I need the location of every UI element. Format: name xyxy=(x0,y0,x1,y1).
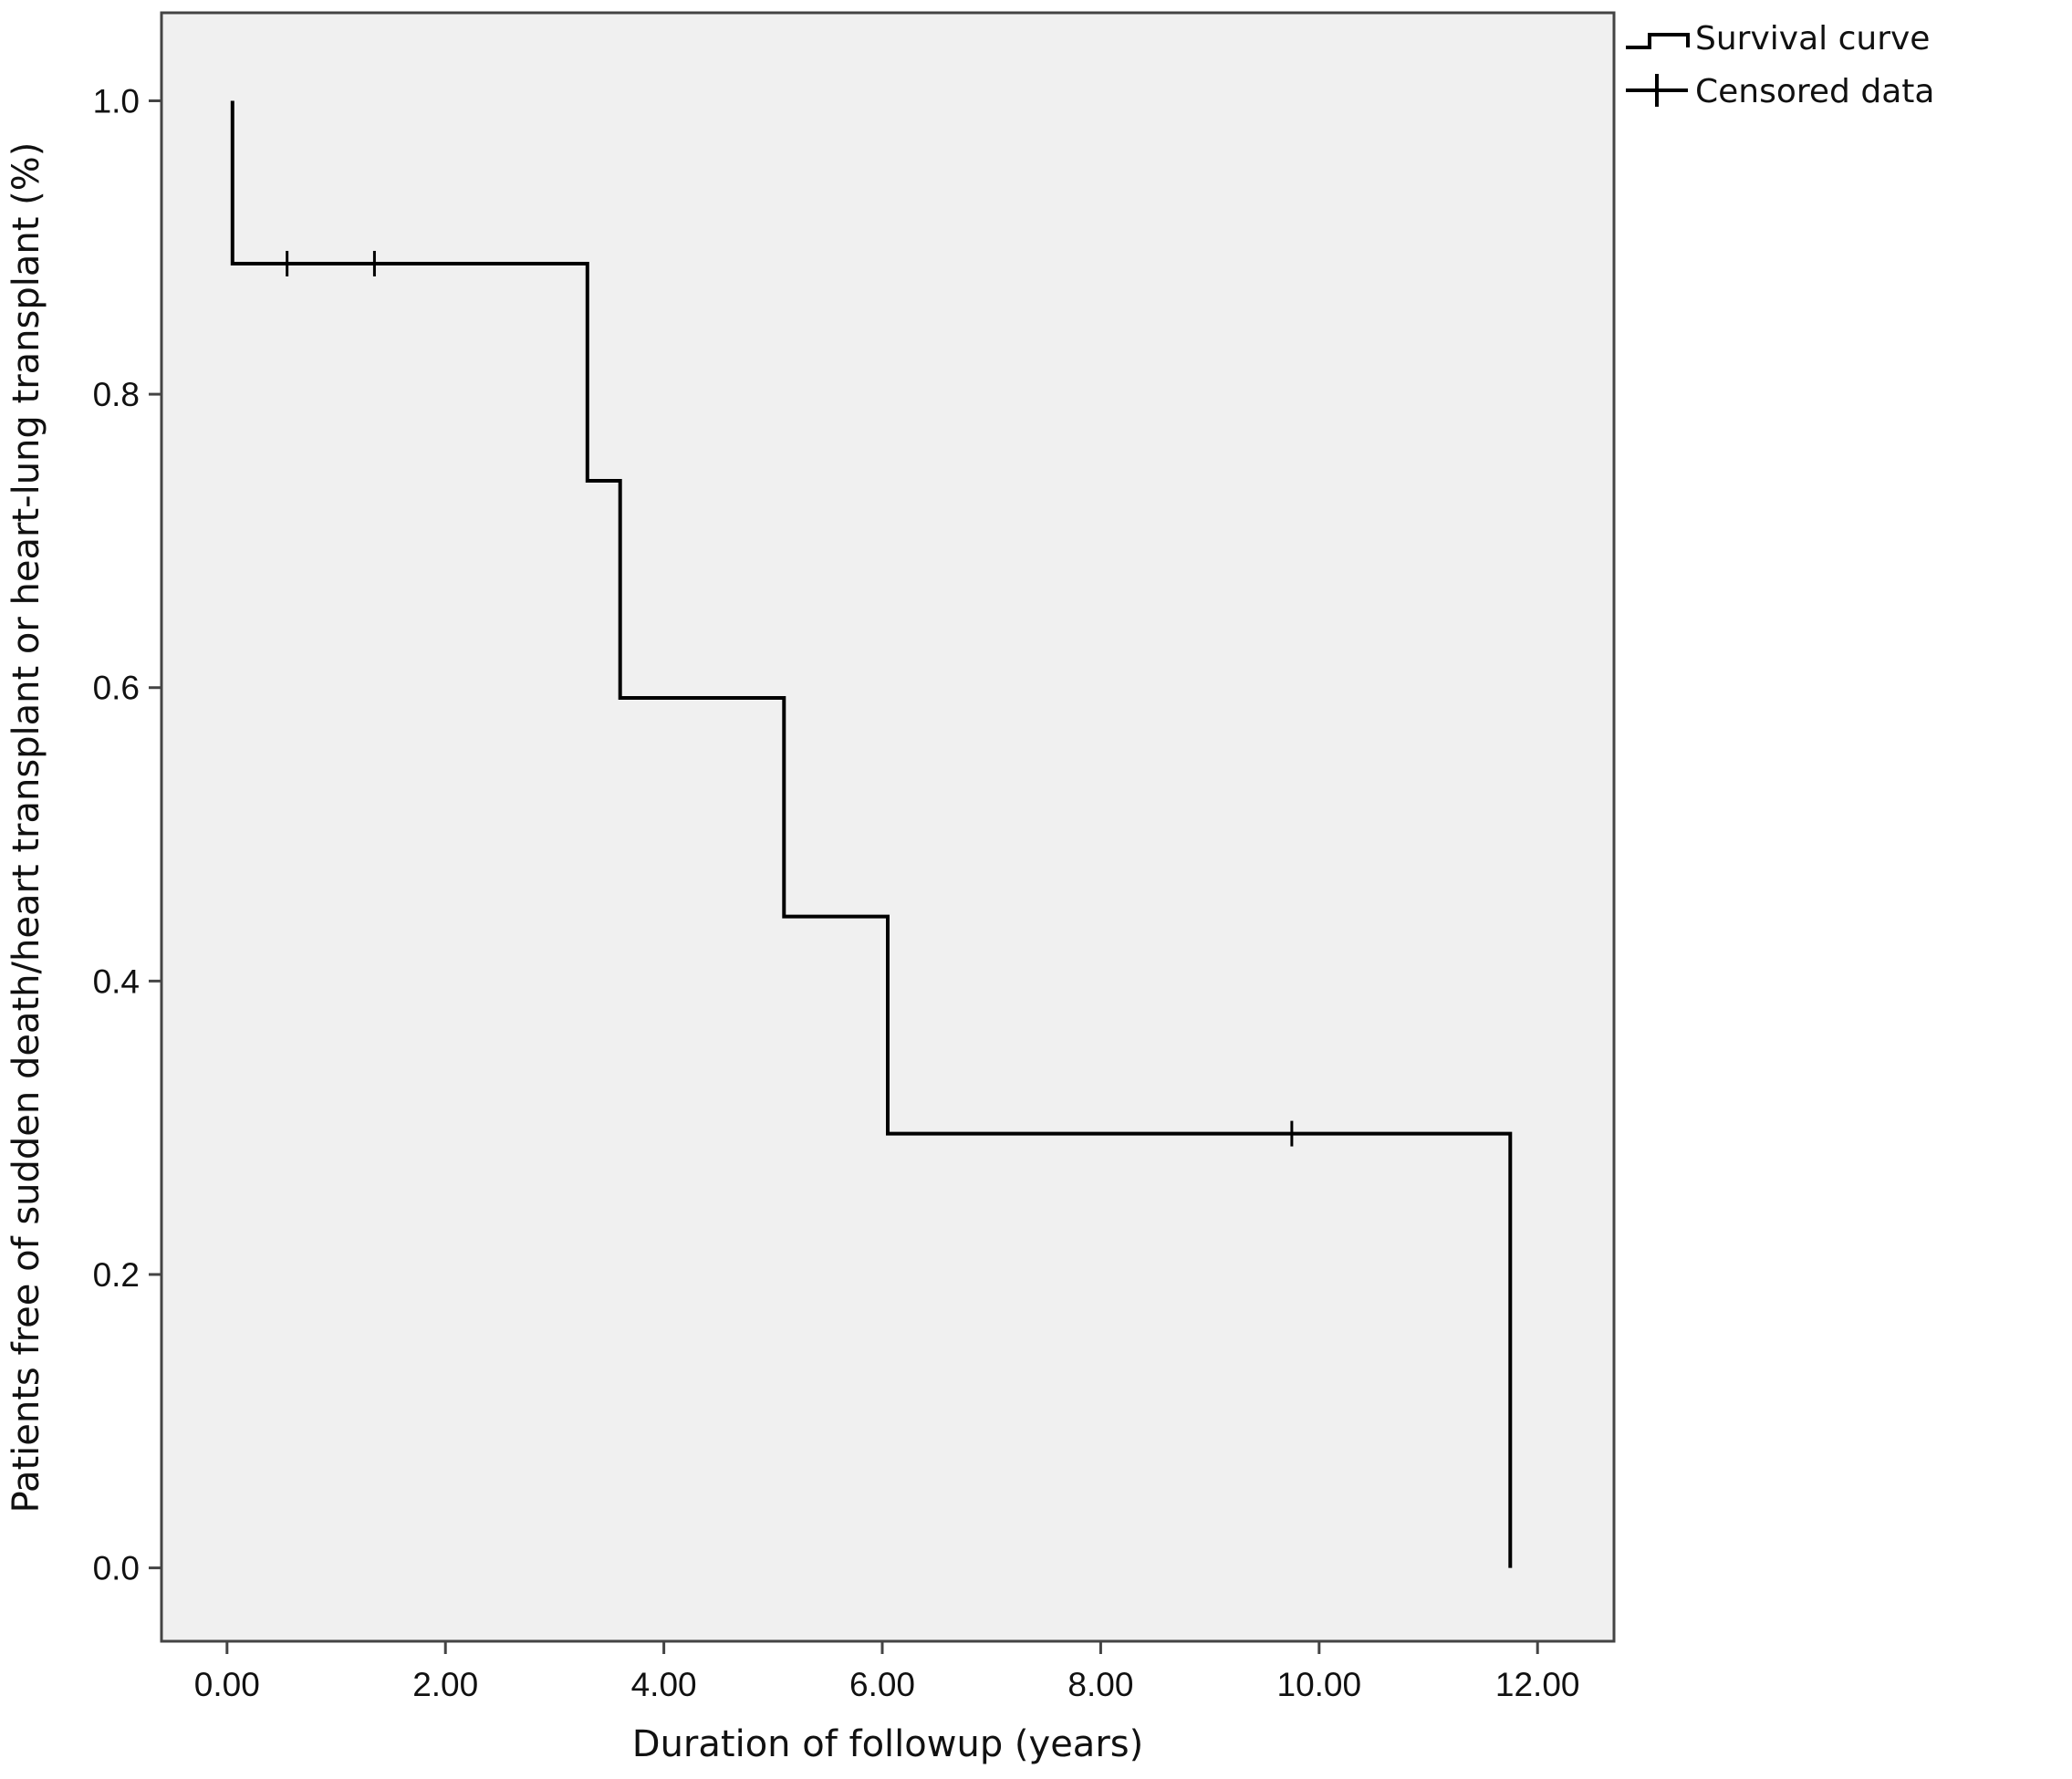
legend: Survival curve Censored data xyxy=(1626,20,1934,110)
survival-curve xyxy=(230,100,1513,1568)
x-tick-label: 2.00 xyxy=(412,1666,478,1703)
legend-label-censored-data: Censored data xyxy=(1695,73,1934,110)
x-tick-label: 0.00 xyxy=(194,1666,260,1703)
x-tick-label: 6.00 xyxy=(849,1666,915,1703)
y-tick-label: 1.0 xyxy=(93,82,140,120)
legend-item-survival-curve: Survival curve xyxy=(1626,20,1930,57)
x-tick-label: 10.00 xyxy=(1277,1666,1362,1703)
y-tick-label: 0.4 xyxy=(93,962,140,1000)
y-tick-label: 0.8 xyxy=(93,376,140,413)
x-tick-label: 8.00 xyxy=(1067,1666,1133,1703)
x-tick-label: 4.00 xyxy=(631,1666,697,1703)
plot-background xyxy=(160,11,1616,1643)
legend-censor-swatch xyxy=(1626,74,1688,107)
x-axis-title: Duration of followup (years) xyxy=(632,1723,1143,1765)
y-axis: 0.0 0.2 0.4 0.6 0.8 1.0 xyxy=(93,82,161,1587)
y-tick-label: 0.2 xyxy=(93,1256,140,1294)
legend-survival-swatch xyxy=(1626,33,1690,49)
y-axis-title: Patients free of sudden death/heart tran… xyxy=(5,142,47,1514)
y-tick-label: 0.0 xyxy=(93,1550,140,1587)
x-axis: 0.00 2.00 4.00 6.00 8.00 10.00 12.00 xyxy=(194,1641,1580,1703)
series-layer xyxy=(230,100,1513,1568)
y-tick-label: 0.6 xyxy=(93,670,140,707)
legend-item-censored-data: Censored data xyxy=(1626,73,1934,110)
legend-label-survival-curve: Survival curve xyxy=(1695,20,1930,57)
x-tick-label: 12.00 xyxy=(1495,1666,1580,1703)
